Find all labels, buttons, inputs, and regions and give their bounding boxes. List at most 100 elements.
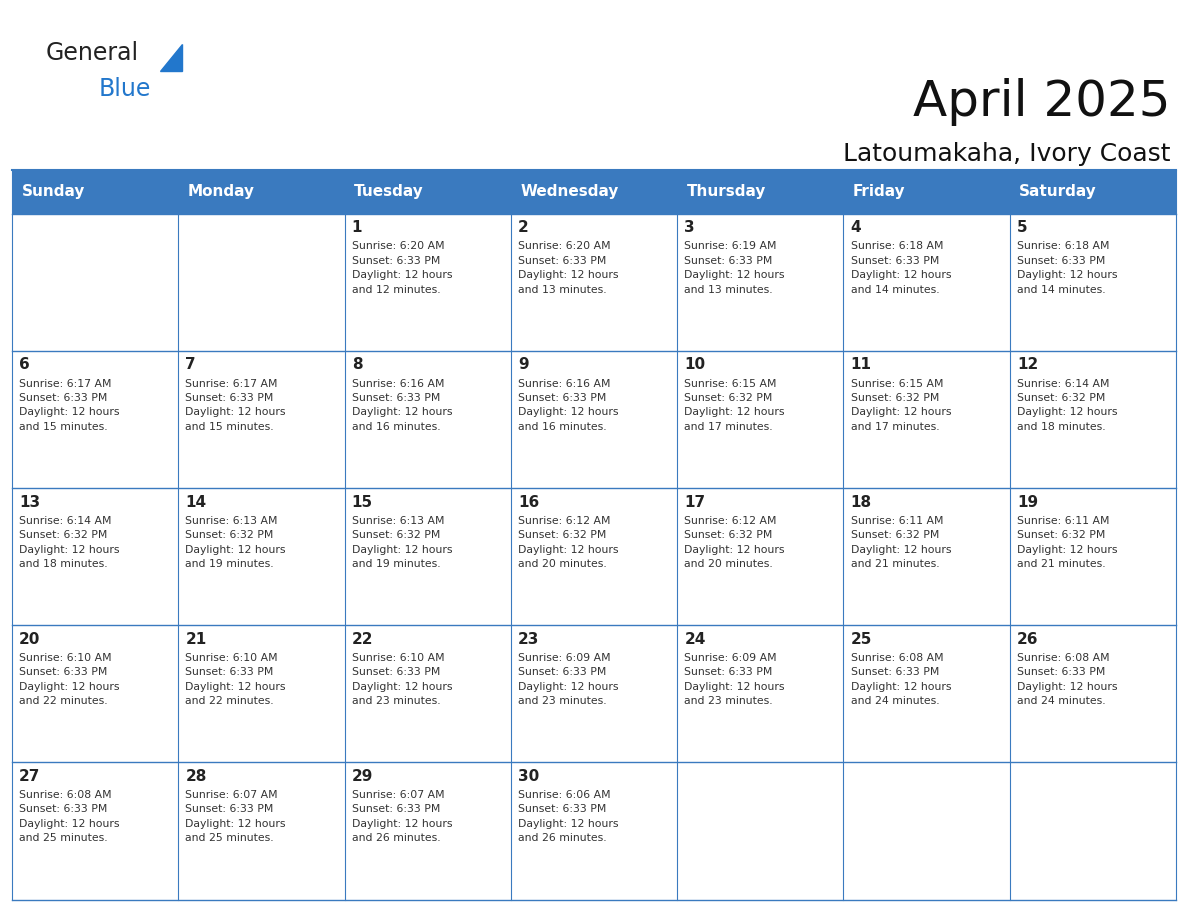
Text: Wednesday: Wednesday [520,185,619,199]
Text: General: General [45,41,138,65]
Bar [677,625,843,763]
Text: Sunrise: 6:13 AM
Sunset: 6:32 PM
Daylight: 12 hours
and 19 minutes.: Sunrise: 6:13 AM Sunset: 6:32 PM Dayligh… [185,516,286,569]
Bar [345,625,511,763]
Text: Sunrise: 6:15 AM
Sunset: 6:32 PM
Daylight: 12 hours
and 17 minutes.: Sunrise: 6:15 AM Sunset: 6:32 PM Dayligh… [684,378,785,431]
Text: 27: 27 [19,769,40,784]
Bar [511,488,677,625]
Bar [178,214,345,351]
Text: 2: 2 [518,220,529,235]
Bar [1010,625,1176,763]
Bar [511,214,677,351]
Bar [677,351,843,488]
Text: Sunrise: 6:10 AM
Sunset: 6:33 PM
Daylight: 12 hours
and 23 minutes.: Sunrise: 6:10 AM Sunset: 6:33 PM Dayligh… [352,653,453,706]
Text: 13: 13 [19,495,40,509]
Bar [12,351,178,488]
Text: 23: 23 [518,632,539,647]
Text: Sunday: Sunday [21,185,84,199]
Text: Tuesday: Tuesday [354,185,424,199]
Text: Sunrise: 6:17 AM
Sunset: 6:33 PM
Daylight: 12 hours
and 15 minutes.: Sunrise: 6:17 AM Sunset: 6:33 PM Dayligh… [185,378,286,431]
Text: 19: 19 [1017,495,1038,509]
Text: 11: 11 [851,357,872,373]
Bar [843,214,1010,351]
Text: Sunrise: 6:13 AM
Sunset: 6:32 PM
Daylight: 12 hours
and 19 minutes.: Sunrise: 6:13 AM Sunset: 6:32 PM Dayligh… [352,516,453,569]
Bar [178,625,345,763]
Text: 28: 28 [185,769,207,784]
Bar [677,488,843,625]
Text: 24: 24 [684,632,706,647]
Bar [345,488,511,625]
Text: Thursday: Thursday [687,185,766,199]
Polygon shape [160,44,182,71]
Bar [511,351,677,488]
Text: 5: 5 [1017,220,1028,235]
Bar [178,488,345,625]
Text: 20: 20 [19,632,40,647]
Bar [178,763,345,900]
Text: 1: 1 [352,220,362,235]
Text: Sunrise: 6:10 AM
Sunset: 6:33 PM
Daylight: 12 hours
and 22 minutes.: Sunrise: 6:10 AM Sunset: 6:33 PM Dayligh… [185,653,286,706]
Text: Sunrise: 6:19 AM
Sunset: 6:33 PM
Daylight: 12 hours
and 13 minutes.: Sunrise: 6:19 AM Sunset: 6:33 PM Dayligh… [684,241,785,295]
Bar [1010,170,1176,214]
Text: Sunrise: 6:20 AM
Sunset: 6:33 PM
Daylight: 12 hours
and 12 minutes.: Sunrise: 6:20 AM Sunset: 6:33 PM Dayligh… [352,241,453,295]
Text: Sunrise: 6:17 AM
Sunset: 6:33 PM
Daylight: 12 hours
and 15 minutes.: Sunrise: 6:17 AM Sunset: 6:33 PM Dayligh… [19,378,120,431]
Bar [178,170,345,214]
Text: 10: 10 [684,357,706,373]
Text: 16: 16 [518,495,539,509]
Text: Sunrise: 6:07 AM
Sunset: 6:33 PM
Daylight: 12 hours
and 25 minutes.: Sunrise: 6:07 AM Sunset: 6:33 PM Dayligh… [185,790,286,844]
Text: Sunrise: 6:18 AM
Sunset: 6:33 PM
Daylight: 12 hours
and 14 minutes.: Sunrise: 6:18 AM Sunset: 6:33 PM Dayligh… [851,241,952,295]
Text: 26: 26 [1017,632,1038,647]
Bar [12,170,178,214]
Bar [345,214,511,351]
Text: 3: 3 [684,220,695,235]
Text: 17: 17 [684,495,706,509]
Text: Sunrise: 6:14 AM
Sunset: 6:32 PM
Daylight: 12 hours
and 18 minutes.: Sunrise: 6:14 AM Sunset: 6:32 PM Dayligh… [1017,378,1118,431]
Bar [843,351,1010,488]
Bar [178,351,345,488]
Text: Sunrise: 6:14 AM
Sunset: 6:32 PM
Daylight: 12 hours
and 18 minutes.: Sunrise: 6:14 AM Sunset: 6:32 PM Dayligh… [19,516,120,569]
Text: 12: 12 [1017,357,1038,373]
Bar [345,170,511,214]
Text: April 2025: April 2025 [912,78,1170,126]
Text: Sunrise: 6:08 AM
Sunset: 6:33 PM
Daylight: 12 hours
and 24 minutes.: Sunrise: 6:08 AM Sunset: 6:33 PM Dayligh… [851,653,952,706]
Text: Friday: Friday [853,185,905,199]
Bar [12,763,178,900]
Text: Sunrise: 6:08 AM
Sunset: 6:33 PM
Daylight: 12 hours
and 24 minutes.: Sunrise: 6:08 AM Sunset: 6:33 PM Dayligh… [1017,653,1118,706]
Bar [345,763,511,900]
Text: 4: 4 [851,220,861,235]
Bar [677,170,843,214]
Bar [12,625,178,763]
Text: 22: 22 [352,632,373,647]
Text: 9: 9 [518,357,529,373]
Text: Sunrise: 6:07 AM
Sunset: 6:33 PM
Daylight: 12 hours
and 26 minutes.: Sunrise: 6:07 AM Sunset: 6:33 PM Dayligh… [352,790,453,844]
Bar [511,763,677,900]
Text: Latoumakaha, Ivory Coast: Latoumakaha, Ivory Coast [842,142,1170,166]
Text: Sunrise: 6:16 AM
Sunset: 6:33 PM
Daylight: 12 hours
and 16 minutes.: Sunrise: 6:16 AM Sunset: 6:33 PM Dayligh… [518,378,619,431]
Bar [677,763,843,900]
Text: Blue: Blue [99,77,151,101]
Bar [12,488,178,625]
Text: Sunrise: 6:11 AM
Sunset: 6:32 PM
Daylight: 12 hours
and 21 minutes.: Sunrise: 6:11 AM Sunset: 6:32 PM Dayligh… [851,516,952,569]
Text: Sunrise: 6:09 AM
Sunset: 6:33 PM
Daylight: 12 hours
and 23 minutes.: Sunrise: 6:09 AM Sunset: 6:33 PM Dayligh… [684,653,785,706]
Text: 8: 8 [352,357,362,373]
Text: 6: 6 [19,357,30,373]
Bar [1010,214,1176,351]
Bar [511,625,677,763]
Text: 29: 29 [352,769,373,784]
Bar [843,170,1010,214]
Bar [843,625,1010,763]
Text: 15: 15 [352,495,373,509]
Bar [12,214,178,351]
Bar [1010,488,1176,625]
Text: 18: 18 [851,495,872,509]
Bar [843,488,1010,625]
Bar [1010,763,1176,900]
Text: 30: 30 [518,769,539,784]
Text: Sunrise: 6:15 AM
Sunset: 6:32 PM
Daylight: 12 hours
and 17 minutes.: Sunrise: 6:15 AM Sunset: 6:32 PM Dayligh… [851,378,952,431]
Text: Sunrise: 6:20 AM
Sunset: 6:33 PM
Daylight: 12 hours
and 13 minutes.: Sunrise: 6:20 AM Sunset: 6:33 PM Dayligh… [518,241,619,295]
Text: Saturday: Saturday [1019,185,1097,199]
Bar [345,351,511,488]
Text: Sunrise: 6:12 AM
Sunset: 6:32 PM
Daylight: 12 hours
and 20 minutes.: Sunrise: 6:12 AM Sunset: 6:32 PM Dayligh… [518,516,619,569]
Bar [1010,351,1176,488]
Bar [511,170,677,214]
Bar [843,763,1010,900]
